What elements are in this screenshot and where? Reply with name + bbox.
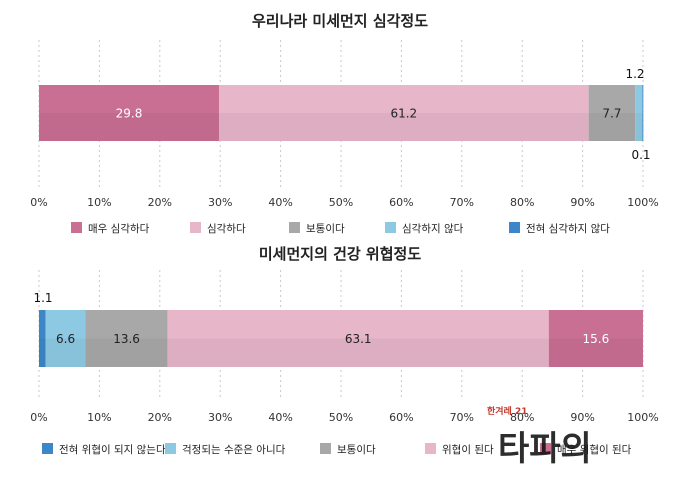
chart-title: 미세먼지의 건강 위협정도 (259, 245, 421, 263)
bar-segment (588, 85, 636, 141)
legend-swatch (320, 443, 331, 454)
x-tick-label: 30% (208, 411, 232, 424)
legend-label: 전혀 심각하지 않다 (526, 222, 610, 235)
x-tick-label: 20% (148, 411, 172, 424)
x-axis-ticks: 0% 10% 20% 30% 40% 50% 60% 70% 80% 90% 100% (30, 411, 658, 424)
bar-segment-shade (588, 113, 636, 141)
x-tick-label: 90% (570, 196, 594, 209)
x-tick-label: 0% (30, 196, 47, 209)
bar-segment-shade (39, 113, 219, 141)
watermark-logo: 한겨레 21 타파의 (487, 405, 592, 469)
bar-segment (218, 85, 589, 141)
watermark-text: 타파의 (498, 429, 592, 469)
x-tick-label: 0% (30, 411, 47, 424)
bar-segment (635, 85, 643, 141)
x-tick-label: 50% (329, 196, 353, 209)
bar-segment (39, 310, 46, 367)
bar-segment (548, 310, 643, 367)
legend-label: 심각하지 않다 (402, 222, 464, 235)
bar-segment-shade (167, 338, 549, 367)
x-tick-label: 100% (627, 196, 658, 209)
stacked-bar: 1.1 6.6 13.6 63.1 15.6 (33, 291, 643, 367)
legend-label: 걱정되는 수준은 아니다 (182, 444, 286, 456)
x-tick-label: 100% (627, 411, 658, 424)
bar-segment-shade (635, 113, 643, 141)
data-label: 15.6 (583, 332, 610, 346)
legend-swatch (385, 222, 396, 233)
data-label: 61.2 (390, 107, 417, 121)
bar-segment-shade (642, 113, 644, 141)
bar-segment-shade (39, 338, 46, 367)
x-tick-label: 90% (570, 411, 594, 424)
x-tick-label: 10% (87, 411, 111, 424)
legend-label: 보통이다 (337, 444, 376, 456)
x-tick-label: 20% (148, 196, 172, 209)
data-label: 7.7 (602, 107, 621, 121)
legend-swatch (42, 443, 53, 454)
x-axis-ticks: 0% 10% 20% 30% 40% 50% 60% 70% 80% 90% 100% (30, 196, 658, 209)
bar-segment (45, 310, 86, 367)
x-tick-label: 70% (450, 411, 474, 424)
data-label: 0.1 (631, 148, 650, 162)
legend-label: 매우 위협이 된다 (557, 443, 632, 456)
legend-swatch (509, 222, 520, 233)
x-tick-label: 80% (510, 196, 534, 209)
legend-label: 위협이 된다 (442, 443, 494, 456)
data-label: 1.1 (33, 291, 52, 305)
legend: 전혀 위협이 되지 않는다 걱정되는 수준은 아니다 보통이다 위협이 된다 매우 위협… (42, 443, 632, 456)
x-tick-label: 50% (329, 411, 353, 424)
legend-swatch (289, 222, 300, 233)
data-label: 6.6 (56, 332, 75, 346)
bar-segment-shade (85, 338, 168, 367)
stacked-bar: 29.8 61.2 7.7 1.2 0.1 (39, 67, 651, 162)
bar-segment-shade (45, 338, 86, 367)
bar-segment (85, 310, 168, 367)
data-label: 29.8 (116, 107, 143, 121)
x-tick-label: 40% (268, 411, 292, 424)
legend-swatch (540, 443, 551, 454)
x-tick-label: 70% (450, 196, 474, 209)
bar-segment (642, 85, 644, 141)
data-label: 1.2 (625, 67, 644, 81)
data-label: 63.1 (345, 332, 372, 346)
x-tick-label: 60% (389, 411, 413, 424)
legend-swatch (165, 443, 176, 454)
legend-label: 전혀 위협이 되지 않는다 (59, 443, 166, 456)
x-tick-label: 30% (208, 196, 232, 209)
legend-swatch (425, 443, 436, 454)
watermark-subtext: 한겨레 21 (487, 405, 528, 417)
chart-health-threat: 미세먼지의 건강 위협정도 1.1 6.6 13.6 63.1 15.6 0% 10% 20… (30, 245, 658, 456)
legend-label: 심각하다 (207, 222, 246, 235)
legend-label: 매우 심각하다 (88, 222, 150, 235)
data-label: 13.6 (113, 332, 140, 346)
bar-segment (39, 85, 219, 141)
chart-title: 우리나라 미세먼지 심각정도 (252, 12, 428, 30)
legend-swatch (71, 222, 82, 233)
legend-label: 보통이다 (306, 223, 345, 235)
chart-severity: 우리나라 미세먼지 심각정도 29.8 61.2 7.7 1.2 0.1 0% 10% 20… (30, 12, 658, 235)
x-tick-label: 60% (389, 196, 413, 209)
legend: 매우 심각하다 심각하다 보통이다 심각하지 않다 전혀 심각하지 않다 (71, 222, 610, 235)
legend-swatch (190, 222, 201, 233)
bar-segment-shade (548, 338, 643, 367)
bar-segment-shade (218, 113, 589, 141)
x-tick-label: 40% (268, 196, 292, 209)
bar-segment (167, 310, 549, 367)
x-tick-label: 10% (87, 196, 111, 209)
x-tick-label: 80% (510, 411, 534, 424)
